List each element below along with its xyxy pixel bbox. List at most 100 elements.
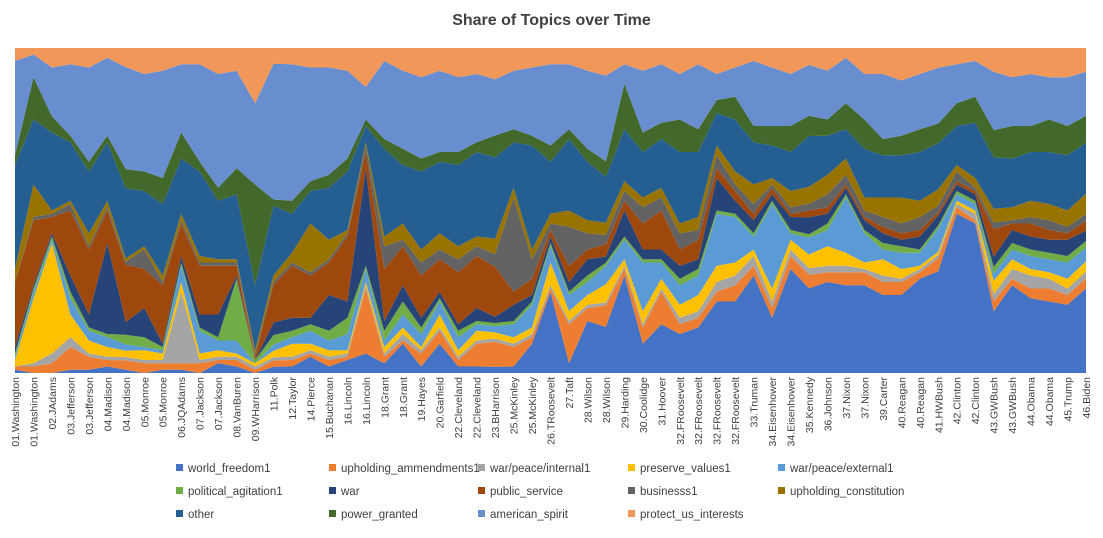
legend-label: upholding_constitution (790, 486, 905, 498)
x-tick-label: 43.GWBush (989, 377, 1001, 434)
x-tick-label: 18.Grant (379, 377, 391, 418)
x-tick-label: 32.FRoosevelt (693, 377, 705, 445)
legend-item: upholding_constitution (778, 485, 904, 499)
legend-label: war (341, 486, 360, 498)
legend-item: war/peace/external1 (778, 462, 894, 476)
x-tick-label: 31.Hoover (656, 377, 668, 426)
x-tick-label: 37.Nixon (859, 377, 871, 419)
legend-swatch (628, 464, 635, 471)
x-tick-label: 32.FRoosevelt (675, 377, 687, 445)
x-axis-tick-labels: 01.Washington 01.Washington 02.JAdams 03.Je… (10, 376, 1093, 446)
x-tick-label: 46.Biden (1081, 377, 1093, 419)
legend-label: war/peace/external1 (790, 463, 894, 475)
x-tick-label: 15.Buchanan (324, 377, 336, 439)
x-tick-label: 20.Garfield (435, 377, 447, 429)
legend-item: other (176, 508, 214, 522)
x-tick-label: 27.Taft (564, 377, 576, 409)
area-series-10 (15, 113, 1086, 351)
x-tick-label: 44.Obama (1026, 377, 1038, 426)
area-series-3 (15, 200, 1086, 367)
x-tick-label: 41.HWBush (933, 377, 945, 433)
legend-item: political_agitation1 (176, 485, 283, 499)
legend-label: political_agitation1 (188, 486, 283, 498)
x-tick-label: 34.Eisenhower (786, 377, 798, 447)
x-tick-label: 02.JAdams (47, 377, 59, 430)
x-tick-label: 18.Grant (398, 377, 410, 418)
legend-label: protect_us_interests (640, 509, 744, 521)
x-tick-label: 07.Jackson (195, 377, 207, 430)
x-tick-label: 42.Clinton (952, 377, 964, 424)
x-tick-label: 03.Jefferson (84, 377, 96, 435)
legend-swatch (778, 464, 785, 471)
area-series-7 (15, 152, 1086, 360)
x-tick-label: 30.Coolidge (638, 377, 650, 433)
legend-item: world_freedom1 (176, 462, 270, 476)
x-tick-label: 19.Hayes (416, 377, 428, 421)
legend-item: war/peace/internal1 (478, 462, 590, 476)
legend-label: preserve_values1 (640, 463, 731, 475)
x-tick-label: 16.Lincoln (361, 377, 373, 425)
area-series-6 (15, 168, 1086, 360)
x-tick-label: 25.McKinley (509, 376, 521, 434)
legend-label: upholding_ammendments1 (341, 463, 480, 475)
area-series-11 (15, 77, 1086, 286)
legend-item: american_spirit (478, 508, 568, 522)
legend-label: war/peace/internal1 (490, 463, 591, 475)
legend-label: power_granted (341, 509, 418, 521)
legend-label: other (188, 509, 215, 521)
area-series-13 (15, 48, 1086, 104)
legend-swatch (329, 510, 336, 517)
x-tick-label: 26.TRoosevelt (546, 377, 558, 445)
legend-swatch (478, 464, 485, 471)
x-tick-label: 22.Cleveland (472, 377, 484, 438)
x-tick-label: 11.Polk (269, 376, 281, 411)
legend-swatch (176, 487, 183, 494)
x-tick-label: 28.Wilson (582, 377, 594, 423)
x-tick-label: 06.JQAdams (176, 377, 188, 438)
x-tick-label: 32.FRoosevelt (730, 377, 742, 445)
x-tick-label: 14.Pierce (305, 377, 317, 422)
legend-swatch (628, 487, 635, 494)
stacked-area-chart: 01.Washington 01.Washington 02.JAdams 03.Je… (10, 48, 1093, 447)
x-tick-label: 37.Nixon (841, 377, 853, 419)
x-tick-label: 07.Jackson (213, 377, 225, 430)
legend-swatch (329, 487, 336, 494)
legend-label: businesss1 (640, 486, 698, 498)
x-tick-label: 05.Monroe (139, 377, 151, 427)
area-series-12 (15, 54, 1086, 201)
x-tick-label: 23.BHarrison (490, 377, 502, 438)
x-tick-label: 25.McKinley (527, 376, 539, 434)
x-tick-label: 28.Wilson (601, 377, 613, 423)
x-tick-label: 04.Madison (102, 377, 114, 431)
x-tick-label: 08.VanBuren (232, 377, 244, 438)
area-series-4 (15, 194, 1086, 364)
x-tick-label: 05.Monroe (158, 377, 170, 427)
legend-swatch (628, 510, 635, 517)
x-tick-label: 40.Reagan (896, 377, 908, 429)
x-tick-label: 35.Kennedy (804, 376, 816, 433)
legend-item: preserve_values1 (628, 462, 731, 476)
legend-item: businesss1 (628, 485, 698, 499)
x-tick-label: 33.Truman (749, 377, 761, 428)
legend-item: public_service (478, 485, 563, 499)
area-series-9 (15, 142, 1086, 354)
legend-swatch (176, 510, 183, 517)
area-series-group (15, 48, 1086, 373)
legend-item: war (329, 485, 360, 499)
x-tick-label: 03.Jefferson (65, 377, 77, 435)
legend-swatch (478, 487, 485, 494)
x-tick-label: 01.Washington (10, 377, 22, 447)
x-tick-label: 16.Lincoln (342, 377, 354, 425)
legend-swatch (329, 464, 336, 471)
x-tick-label: 04.Madison (121, 377, 133, 431)
legend-swatch (778, 487, 785, 494)
x-tick-label: 29.Harding (619, 377, 631, 429)
legend-item: protect_us_interests (628, 508, 744, 522)
x-tick-label: 09.WHarrison (250, 377, 262, 441)
x-tick-label: 36.Johnson (822, 377, 834, 431)
legend-item: upholding_ammendments1 (329, 462, 480, 476)
x-tick-label: 45.Trump (1063, 377, 1075, 422)
legend-item: power_granted (329, 508, 418, 522)
area-series-1 (15, 207, 1086, 373)
area-series-0 (15, 213, 1086, 373)
